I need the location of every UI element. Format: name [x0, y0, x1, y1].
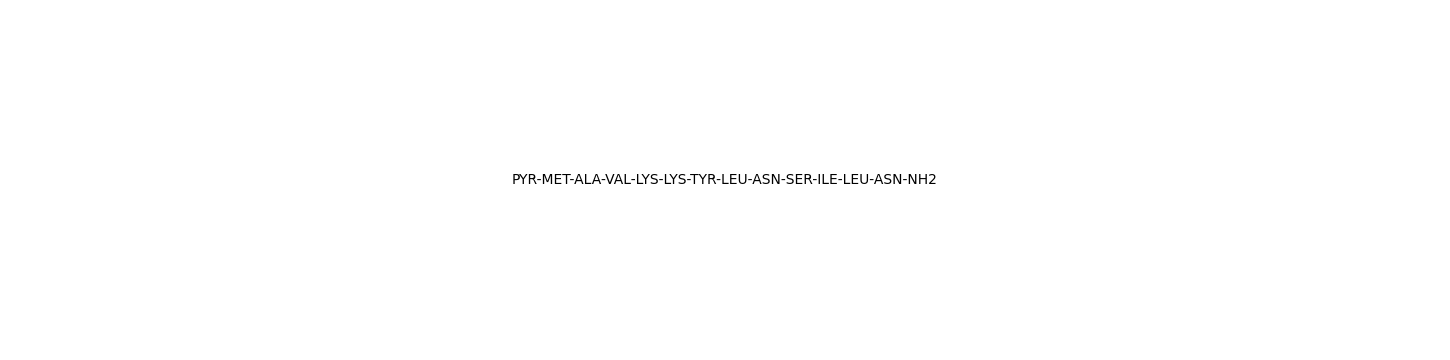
Text: PYR-MET-ALA-VAL-LYS-LYS-TYR-LEU-ASN-SER-ILE-LEU-ASN-NH2: PYR-MET-ALA-VAL-LYS-LYS-TYR-LEU-ASN-SER-…	[512, 173, 938, 187]
